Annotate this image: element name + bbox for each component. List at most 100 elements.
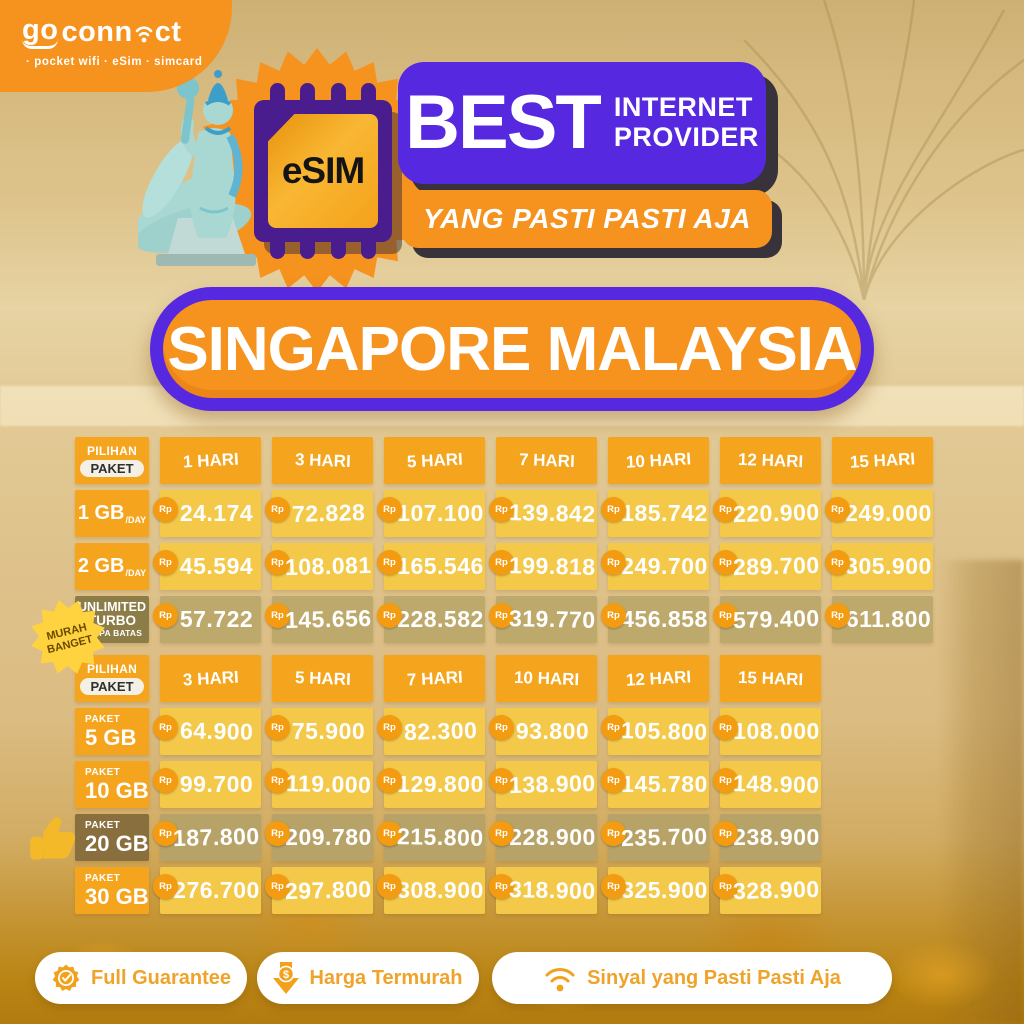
logo-blob: go conn ct · pocket wifi · eSim · simcard [0,0,232,92]
price-cell: Rp 145.656 [265,596,373,643]
thumbs-up-icon [30,817,76,860]
price-cell: Rp 456.858 [601,596,709,643]
wifi-e-icon [135,25,153,42]
sim-chip-pins-top [270,83,376,105]
row-label-2gb-day: 2 GB/DAY [75,543,149,590]
price-cell: Rp 305.900 [825,543,933,590]
brand-logo: go conn ct [22,16,182,49]
rupiah-badge: Rp [601,767,626,793]
rupiah-badge: Rp [713,873,738,899]
column-header: 12 HARI [608,655,709,702]
rupiah-badge: Rp [713,496,738,522]
price-cell: Rp 145.780 [601,761,709,808]
rupiah-badge: Rp [153,549,178,575]
price-cell: Rp 45.594 [153,543,261,590]
table-corner-cell: PILIHAN PAKET [75,655,149,702]
brand-ct: ct [154,16,182,48]
price-cell: Rp 228.900 [489,814,597,861]
price-cell: Rp 199.818 [489,543,597,590]
price-cell: Rp 75.900 [265,708,373,755]
price-cell: Rp 238.900 [713,814,821,861]
rupiah-badge: Rp [377,602,402,628]
price-cell: Rp 276.700 [153,867,261,914]
rupiah-badge: Rp [601,714,626,740]
column-header: 3 HARI [160,655,261,702]
price-cell: Rp 215.800 [377,814,485,861]
price-cell: Rp 24.174 [153,490,261,537]
headline-provider: PROVIDER [613,122,759,152]
rupiah-badge: Rp [601,549,626,575]
rupiah-badge: Rp [153,714,178,740]
rupiah-badge: Rp [153,602,178,628]
brand-conn: conn [61,16,133,48]
price-cell: Rp 107.100 [377,490,485,537]
row-label-1gb-day: 1 GB/DAY [75,490,149,537]
signal-badge: Sinyal yang Pasti Pasti Aja [492,952,892,1004]
rupiah-badge: Rp [265,549,290,575]
headline-stack: INTERNET PROVIDER [614,93,759,152]
rupiah-badge: Rp [377,873,402,899]
rupiah-badge: Rp [265,767,290,793]
price-cell: Rp 249.000 [825,490,933,537]
price-cell: Rp 82.300 [377,708,485,755]
column-header: 12 HARI [720,437,821,484]
brand-go: go [22,16,59,49]
subline-text: YANG PASTI PASTI AJA [423,203,751,234]
row-label-paket-5gb: PAKET 5 GB [75,708,149,755]
rupiah-badge: Rp [601,820,626,846]
rupiah-badge: Rp [489,873,514,899]
column-header: 3 HARI [272,437,373,484]
rupiah-badge: Rp [713,549,738,575]
price-cell: Rp 108.081 [265,543,373,590]
price-cell: Rp 328.900 [713,867,821,914]
column-header: 7 HARI [496,437,597,484]
esim-label: eSIM [281,150,365,191]
rupiah-badge: Rp [489,820,514,846]
table-corner-cell: PILIHAN PAKET [75,437,149,484]
per-day-price-table: PILIHAN PAKET 1 HARI 3 HARI 5 HARI 7 HAR… [75,437,933,643]
price-cell: Rp 289.700 [713,543,821,590]
destination-text: SINGAPORE MALAYSIA [167,314,857,384]
rupiah-badge: Rp [377,549,402,575]
esim-card-graphic: eSIM [254,83,392,259]
column-header: 5 HARI [384,437,485,484]
price-cell: Rp 148.900 [713,761,821,808]
svg-text:$: $ [283,969,289,981]
price-cell: Rp 579.400 [713,596,821,643]
wifi-signal-icon [545,968,575,992]
rupiah-badge: Rp [713,820,738,846]
rupiah-badge: Rp [377,496,402,522]
price-cell: Rp 308.900 [377,867,485,914]
murah-banget-badge: MURAH BANGET [31,600,105,674]
guarantee-seal-icon [52,964,80,991]
price-cell: Rp 108.000 [713,708,821,755]
rupiah-badge: Rp [601,496,626,522]
brand-tagline: · pocket wifi · eSim · simcard [26,56,203,68]
price-cell: Rp 139.842 [489,490,597,537]
rupiah-badge: Rp [265,820,290,846]
rupiah-badge: Rp [489,714,514,740]
rupiah-badge: Rp [153,873,178,899]
price-cell: Rp 220.900 [713,490,821,537]
rupiah-badge: Rp [377,767,402,793]
headline-best: BEST [405,80,602,165]
rupiah-badge: Rp [377,714,402,740]
price-cell: Rp 99.700 [153,761,261,808]
price-cell: Rp 228.582 [377,596,485,643]
rupiah-badge: Rp [489,549,514,575]
price-cell: Rp 318.900 [489,867,597,914]
rupiah-badge: Rp [265,602,290,628]
column-header: 10 HARI [496,655,597,702]
price-cell: Rp 235.700 [601,814,709,861]
sim-chip-pins-bottom [270,237,376,259]
price-cell: Rp 209.780 [265,814,373,861]
price-cell: Rp 297.800 [265,867,373,914]
price-cell: Rp 57.722 [153,596,261,643]
rupiah-badge: Rp [713,714,738,740]
price-cell: Rp 93.800 [489,708,597,755]
subline-banner: YANG PASTI PASTI AJA [402,190,772,248]
price-cell: Rp 72.828 [265,490,373,537]
rupiah-badge: Rp [265,714,290,740]
lowest-price-label: Harga Termurah [309,966,463,989]
